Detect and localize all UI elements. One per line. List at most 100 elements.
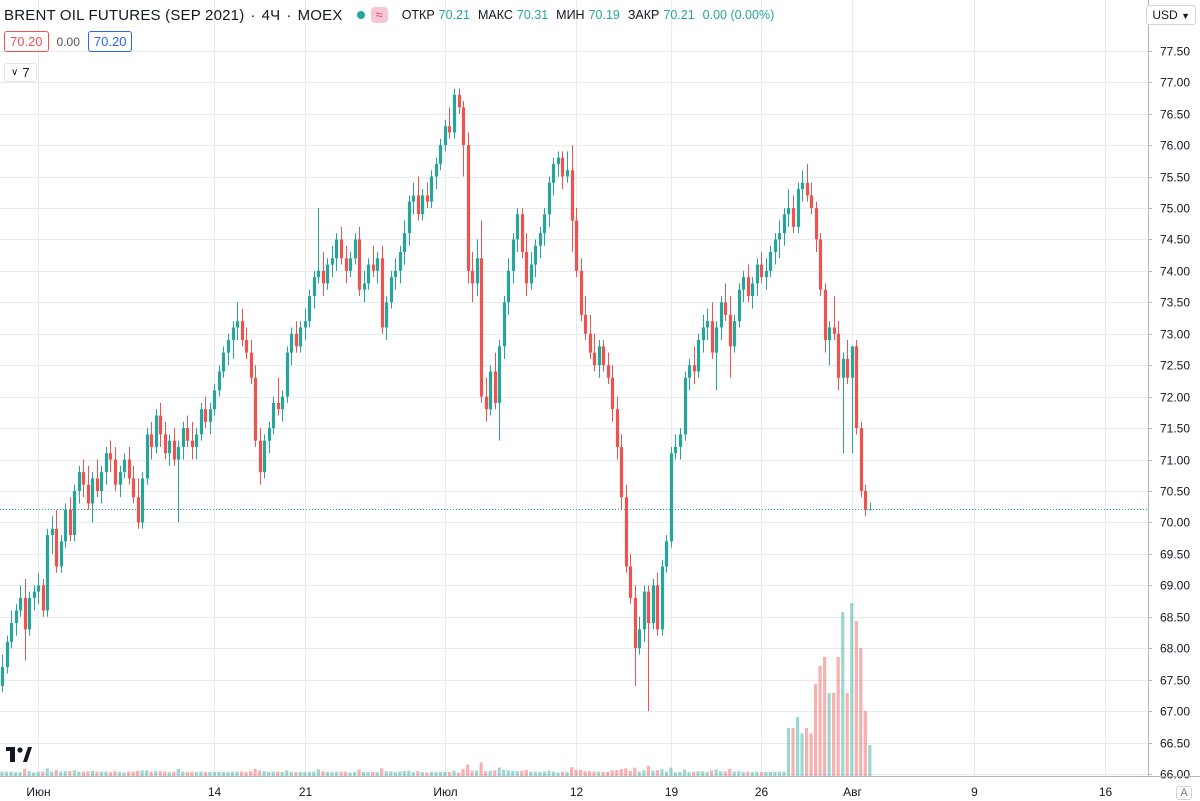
candle-body (95, 478, 100, 491)
wave-icon[interactable]: ≈ (370, 7, 388, 23)
volume-bar (366, 772, 370, 776)
volume-bar (488, 770, 492, 776)
candle-body (814, 207, 819, 240)
candle-body (768, 251, 773, 271)
volume-bar (262, 771, 266, 776)
volume-bar (845, 693, 849, 776)
candle-body (452, 94, 457, 133)
candle-body (651, 585, 656, 624)
volume-bar (0, 771, 4, 776)
time-axis[interactable]: Июн 14 21 Июл 12 19 26 Авг 9 16 (0, 776, 1200, 800)
indicators-toggle[interactable]: ∨ 7 (4, 63, 37, 82)
volume-bar (691, 771, 696, 776)
volume-bar (800, 733, 804, 776)
volume-bar (723, 771, 727, 776)
candle-body (312, 277, 317, 297)
candle-body (497, 346, 502, 403)
candle-body (118, 472, 123, 485)
chevron-down-icon: ▼ (1181, 11, 1190, 21)
candle-body (615, 409, 620, 447)
candle-body (353, 239, 358, 259)
y-tick-label: 71.50 (1160, 422, 1190, 436)
y-tick-label: 66.00 (1160, 768, 1190, 782)
volume-bar (244, 772, 248, 776)
candle-body (104, 453, 109, 473)
ask-button[interactable]: 70.20 (87, 31, 133, 52)
volume-bar (782, 771, 786, 776)
candle-body (660, 566, 665, 630)
candle-body (226, 340, 231, 353)
volume-bar (710, 770, 714, 776)
candle-body (384, 302, 389, 328)
currency-select[interactable]: USD ▼ (1146, 5, 1196, 25)
candle-body (203, 409, 208, 422)
candle-body (560, 157, 565, 177)
ohlc-values: ОТКР 70.21 МАКС 70.31 МИН 70.19 ЗАКР 70.21 0… (402, 8, 779, 22)
candle-body (307, 296, 312, 322)
open-value: 70.21 (438, 8, 470, 22)
candle-body (81, 472, 86, 485)
candle-body (764, 270, 769, 278)
candle-body (5, 641, 10, 668)
market-status-icon[interactable] (356, 11, 365, 19)
volume-bar (163, 771, 167, 776)
candle-body (538, 233, 543, 246)
candle-body (45, 535, 50, 611)
volume-bar (475, 770, 479, 776)
y-tick-label: 76.00 (1160, 139, 1190, 153)
candle-body (208, 409, 213, 422)
exchange-label: MOEX (297, 6, 343, 24)
volume-bar (325, 772, 330, 776)
candle-body (285, 352, 290, 397)
volume-bar (574, 769, 578, 776)
volume-bar (520, 770, 524, 776)
volume-bar (194, 772, 198, 776)
volume-bar (316, 769, 320, 776)
volume-bar (728, 768, 732, 776)
volume-bar (339, 771, 343, 776)
x-tick-label: Авг (843, 785, 862, 799)
volume-bar (434, 772, 438, 776)
volume-bar (90, 770, 94, 776)
interval-label[interactable]: 4Ч (261, 6, 281, 24)
candle-body (276, 402, 281, 410)
volume-bar (384, 771, 388, 776)
volume-bar (619, 769, 623, 776)
volume-bar (823, 657, 827, 776)
x-tick-label: 19 (665, 785, 679, 799)
candle-body (0, 667, 5, 686)
candle-body (678, 434, 683, 447)
volume-bar (18, 772, 22, 776)
y-tick-label: 73.50 (1160, 296, 1190, 310)
volume-bar (68, 771, 72, 776)
volume-bar (569, 767, 574, 776)
volume-bar (267, 772, 271, 776)
price-axis-bg (1148, 0, 1200, 801)
volume-bar (701, 771, 705, 776)
y-tick-label: 70.50 (1160, 485, 1190, 499)
candle-body (818, 239, 823, 290)
price-axis[interactable]: 66.00 66.50 67.00 67.50 68.00 68.50 69.00 69.50… (1148, 0, 1200, 801)
candle-body (809, 195, 814, 208)
volume-bar (606, 772, 610, 776)
volume-bar (524, 770, 528, 776)
volume-bar (131, 771, 135, 776)
tradingview-logo-icon[interactable] (6, 744, 32, 766)
candle-body (9, 623, 14, 642)
candle-body (23, 597, 28, 630)
candle-body (511, 239, 516, 271)
candle-body (475, 258, 480, 284)
symbol-title[interactable]: BRENT OIL FUTURES (SEP 2021) (4, 6, 245, 24)
candle-body (515, 214, 520, 240)
bid-button[interactable]: 70.20 (4, 31, 49, 52)
candle-body (420, 195, 425, 215)
volume-bar (289, 771, 293, 776)
volume-bar (429, 771, 433, 776)
volume-bar (673, 772, 678, 776)
auto-scale-button[interactable]: A (1176, 786, 1192, 800)
candle-body (556, 157, 561, 164)
candle-body (72, 490, 77, 536)
candle-body (737, 289, 742, 322)
volume-bar (407, 770, 411, 776)
